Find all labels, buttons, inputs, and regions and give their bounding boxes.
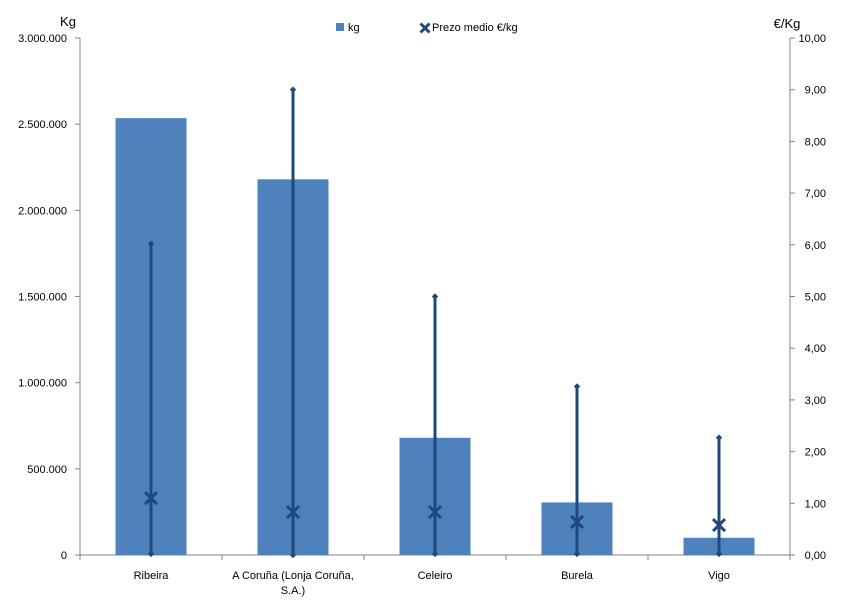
- average-price-marker: [427, 505, 443, 520]
- price-range-lines: [147, 86, 723, 559]
- right-axis-title: €/Kg: [774, 16, 801, 31]
- average-price-marker: [711, 517, 727, 533]
- right-tick-label: 2,00: [805, 447, 826, 459]
- legend-swatch-price: [419, 22, 431, 34]
- right-tick-label: 0,00: [805, 550, 826, 562]
- left-tick-label: 500.000: [27, 464, 67, 476]
- price-min-point: [289, 551, 297, 559]
- right-tick-label: 4,00: [805, 343, 826, 355]
- legend-swatch-kg: [336, 23, 344, 31]
- right-tick-label: 5,00: [805, 292, 826, 304]
- x-category-label: Burela: [561, 570, 594, 582]
- left-axis-title: Kg: [60, 14, 76, 29]
- right-tick-label: 6,00: [805, 240, 826, 252]
- price-max-point: [431, 293, 439, 300]
- right-tick-label: 8,00: [805, 136, 826, 148]
- price-min-point: [431, 550, 439, 558]
- legend-label-price: Prezo medio €/kg: [432, 22, 518, 34]
- x-category-label: A Coruña (Lonja Coruña,: [232, 570, 354, 582]
- x-stroke: [569, 514, 585, 529]
- right-tick-label: 9,00: [805, 85, 826, 97]
- price-min-point: [147, 550, 155, 558]
- price-max-point: [147, 240, 155, 247]
- right-tick-label: 10,00: [798, 33, 826, 45]
- price-min-point: [715, 550, 723, 558]
- left-tick-label: 2.500.000: [18, 119, 67, 131]
- legend: kg Prezo medio €/kg: [336, 22, 518, 34]
- x-stroke: [711, 517, 727, 533]
- average-price-marker: [569, 514, 585, 529]
- x-category-label: Celeiro: [418, 570, 453, 582]
- x-stroke: [285, 505, 301, 520]
- left-tick-label: 0: [61, 550, 67, 562]
- price-max-point: [715, 434, 723, 441]
- axis-labels: 0 500.000 1.000.000 1.500.000 2.000.000 2.500…: [18, 14, 826, 597]
- right-tick-label: 7,00: [805, 188, 826, 200]
- x-stroke: [427, 505, 443, 520]
- x-category-label: Vigo: [708, 570, 730, 582]
- x-stroke: [143, 491, 159, 506]
- price-min-point: [573, 550, 581, 558]
- legend-label-kg: kg: [348, 22, 360, 34]
- x-category-label: Ribeira: [134, 570, 170, 582]
- x-category-label: S.A.): [281, 585, 305, 597]
- price-markers: [143, 491, 727, 533]
- left-tick-label: 3.000.000: [18, 33, 67, 45]
- price-max-point: [573, 383, 581, 390]
- average-price-marker: [285, 505, 301, 520]
- right-tick-label: 1,00: [805, 498, 826, 510]
- left-tick-label: 1.000.000: [18, 378, 67, 390]
- left-tick-label: 1.500.000: [18, 292, 67, 304]
- average-price-marker: [143, 491, 159, 506]
- left-tick-label: 2.000.000: [18, 205, 67, 217]
- x-stroke: [419, 22, 431, 34]
- right-tick-label: 3,00: [805, 395, 826, 407]
- price-max-point: [289, 86, 297, 93]
